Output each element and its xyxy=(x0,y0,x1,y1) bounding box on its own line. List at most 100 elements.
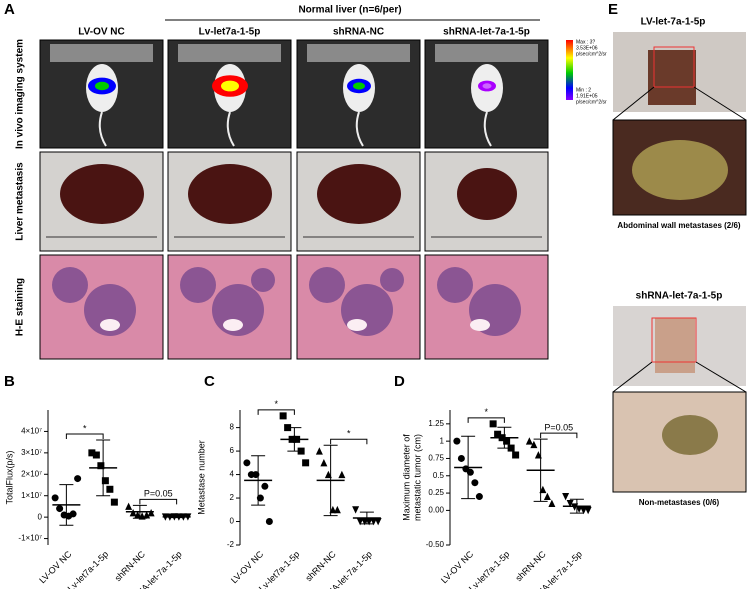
point xyxy=(315,447,323,455)
photo-region xyxy=(50,44,153,62)
x-tick-label: LV-OV NC xyxy=(439,549,476,586)
error-bar xyxy=(569,498,584,514)
point xyxy=(562,493,570,501)
point xyxy=(530,440,538,449)
colorbar-label: Min : 2 xyxy=(576,87,591,93)
significance-label: P=0.05 xyxy=(544,422,573,432)
tissue-focus xyxy=(52,267,88,303)
y-tick-label: 4 xyxy=(230,470,235,479)
point xyxy=(503,437,511,445)
tissue-focus xyxy=(309,267,345,303)
photo-region xyxy=(632,140,728,200)
photo-region xyxy=(648,50,696,105)
point xyxy=(302,459,310,467)
point xyxy=(494,430,502,438)
point xyxy=(265,518,273,526)
point xyxy=(92,451,100,459)
column-header: Lv-let7a-1-5p xyxy=(199,27,261,38)
tissue-focus xyxy=(251,268,275,292)
panel-letter: B xyxy=(4,373,15,390)
significance-bracket xyxy=(330,438,368,445)
point xyxy=(512,451,520,459)
liver xyxy=(188,164,272,224)
y-tick-label: 0.75 xyxy=(428,454,444,463)
point xyxy=(106,485,114,493)
error-bar xyxy=(287,427,302,452)
point xyxy=(69,510,77,518)
vessel xyxy=(223,319,243,331)
y-tick-label: 4×10⁷ xyxy=(21,427,42,436)
x-tick-label: shRN-NC xyxy=(513,549,548,584)
liver xyxy=(60,164,144,224)
colorbar-label: p/sec/cm^2/sr xyxy=(576,51,607,57)
point xyxy=(279,412,287,420)
panel-title: LV-let-7a-1-5p xyxy=(641,17,706,28)
point xyxy=(338,470,346,479)
point xyxy=(101,477,109,485)
photo-region xyxy=(655,318,695,373)
y-tick-label: 0.5 xyxy=(433,471,445,480)
point xyxy=(580,506,588,515)
row-label: Liver metastasis xyxy=(15,162,26,241)
x-tick-label: shRN-NC xyxy=(113,549,148,584)
y-tick-label: 0.00 xyxy=(428,505,444,514)
panel-title: shRNA-let-7a-1-5p xyxy=(636,291,723,302)
point xyxy=(374,518,382,526)
significance-bracket xyxy=(65,433,104,439)
vessel xyxy=(347,319,367,331)
x-tick-label: LV-OV NC xyxy=(229,549,266,586)
photo-region xyxy=(435,44,538,62)
error-bar xyxy=(96,439,111,497)
row-labels: In vivo imaging system Liver metastasis H-… xyxy=(15,39,26,336)
y-axis-label: metastatic tumor (cm) xyxy=(412,434,422,521)
vessel xyxy=(470,319,490,331)
colorbar-label: 1.91E+05 xyxy=(576,93,598,99)
mouse-tail xyxy=(355,111,364,147)
point xyxy=(584,506,592,515)
point xyxy=(471,479,479,487)
significance-label: * xyxy=(484,407,488,417)
point xyxy=(548,499,556,507)
significance-bracket xyxy=(467,417,505,423)
y-tick-label: 0.25 xyxy=(428,488,444,497)
error-bar xyxy=(461,435,476,500)
point xyxy=(261,482,269,490)
y-tick-label: 3×10⁷ xyxy=(21,448,42,457)
column-headers: LV-OV NC Lv-let7a-1-5p shRNA-NC shRNA-let-7… xyxy=(78,27,530,38)
point xyxy=(457,454,465,462)
error-bar xyxy=(533,438,548,502)
point xyxy=(489,420,497,428)
y-tick-label: 2 xyxy=(230,493,235,502)
point xyxy=(143,511,151,519)
y-tick-label: 8 xyxy=(230,423,235,432)
signal xyxy=(482,83,492,89)
signal xyxy=(353,82,365,90)
point xyxy=(475,493,483,501)
liver xyxy=(317,164,401,224)
row-label: H-E staining xyxy=(15,278,26,336)
zoom-box xyxy=(651,317,697,363)
liver xyxy=(457,168,517,220)
row-label: In vivo imaging system xyxy=(15,39,26,149)
x-tick-label: shRN-NC xyxy=(303,549,338,584)
mouse-tail xyxy=(483,111,492,147)
zoom-line xyxy=(693,86,747,121)
y-tick-label: 1×10⁷ xyxy=(21,491,42,500)
error-bar xyxy=(169,515,184,519)
panel-title: Normal liver (n=6/per) xyxy=(298,5,401,16)
caption: Non-metastases (0/6) xyxy=(639,498,720,507)
point xyxy=(370,518,378,526)
photo-region xyxy=(307,44,410,62)
point xyxy=(320,458,328,467)
caption: Abdominal wall metastases (2/6) xyxy=(617,221,740,230)
point xyxy=(129,509,137,517)
y-tick-label: 6 xyxy=(230,446,235,455)
colorbar-label: Max : 3? xyxy=(576,39,595,45)
significance-label: P=0.05 xyxy=(144,489,173,499)
y-tick-label: -1×10⁷ xyxy=(18,534,42,543)
significance-bracket xyxy=(139,498,178,505)
point xyxy=(97,462,105,470)
significance-label: * xyxy=(274,399,278,409)
mouse-tail xyxy=(226,111,235,147)
